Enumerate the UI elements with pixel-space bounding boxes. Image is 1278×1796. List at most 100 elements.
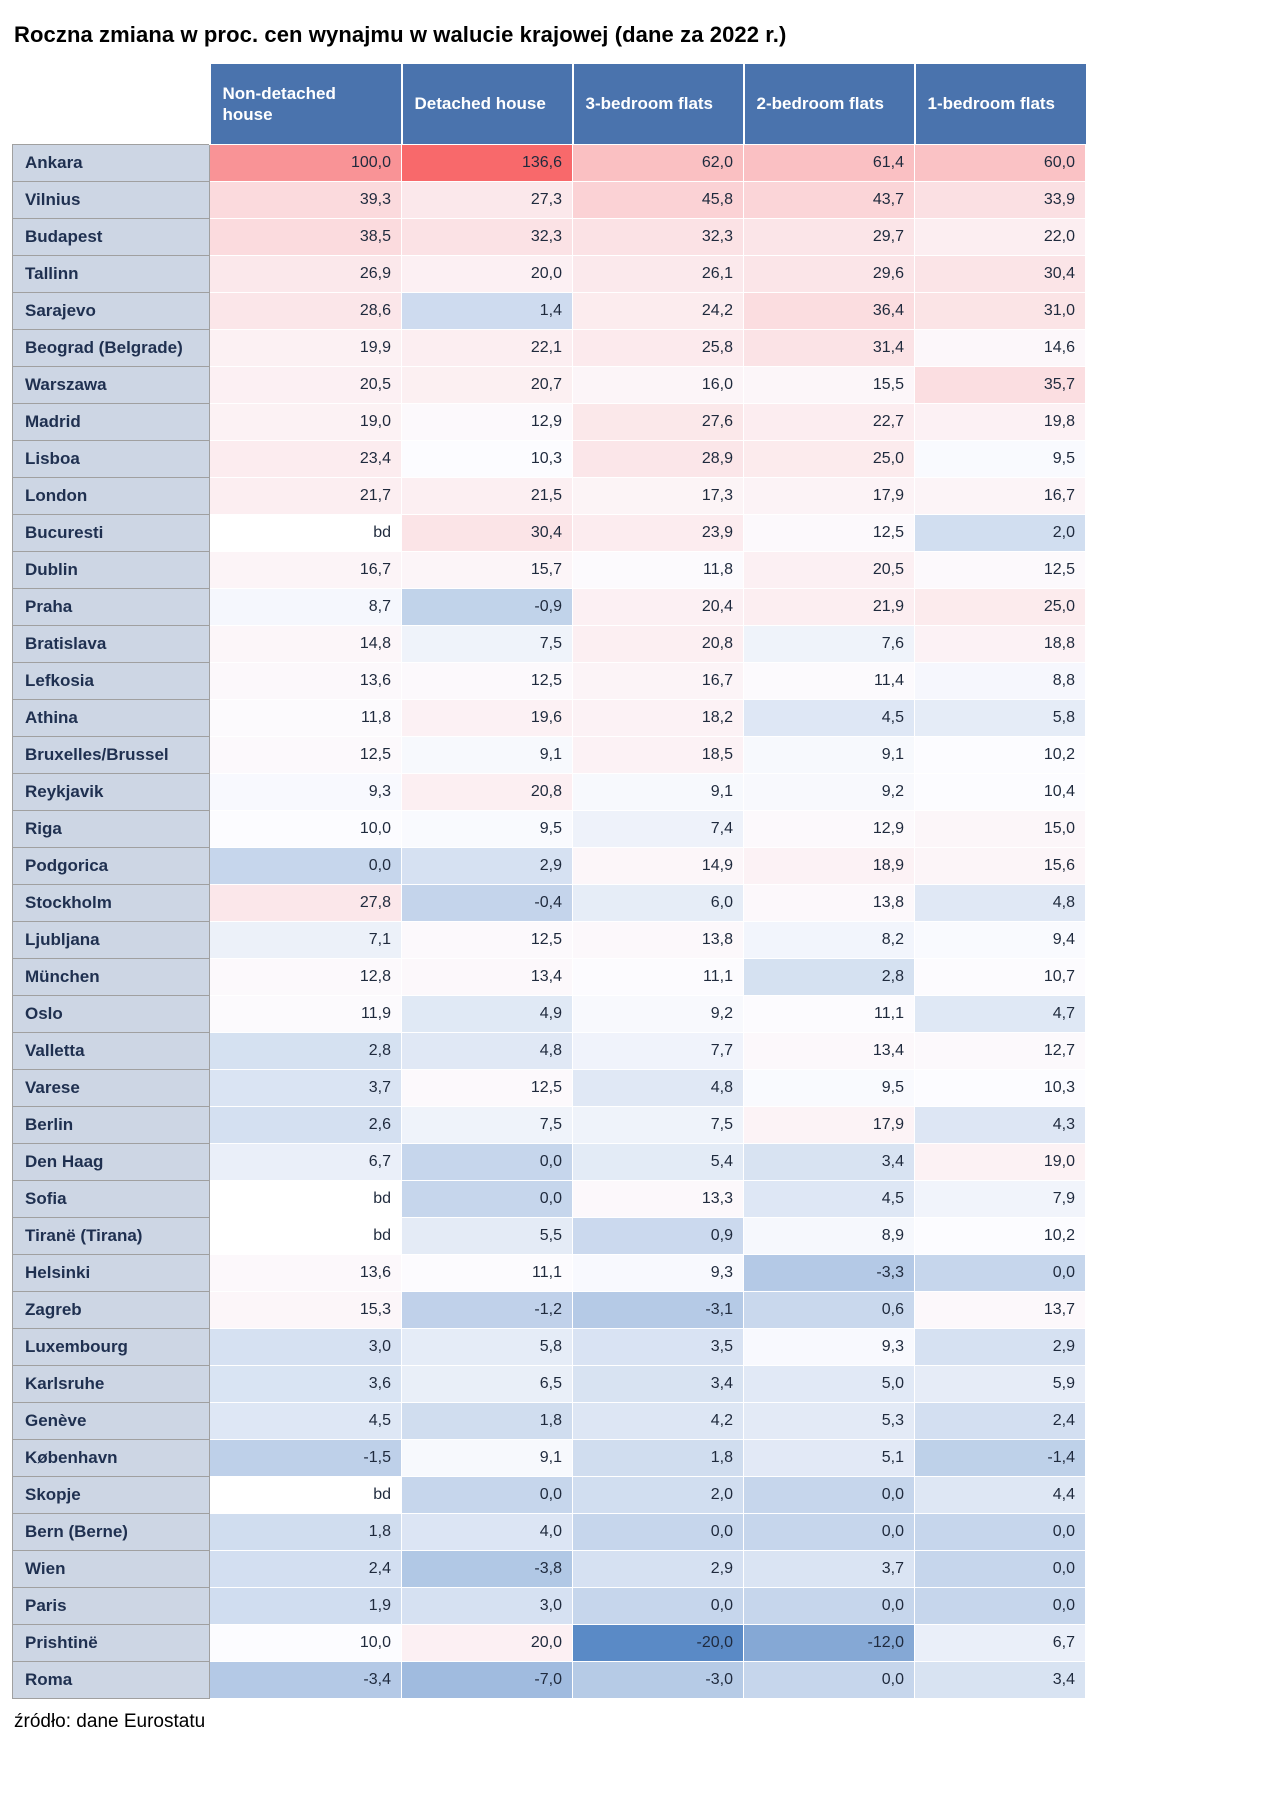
table-row: Podgorica 0,0 2,9 14,9 18,9 15,6 xyxy=(12,846,1086,885)
value-cell: 23,4 xyxy=(209,439,402,478)
city-label: Ljubljana xyxy=(12,920,210,959)
city-label: Bratislava xyxy=(12,624,210,663)
corner-cell xyxy=(12,64,210,144)
value-cell: 9,3 xyxy=(743,1327,915,1366)
value-cell: 61,4 xyxy=(743,143,915,182)
value-cell: 22,0 xyxy=(914,217,1086,256)
value-cell: -12,0 xyxy=(743,1623,915,1662)
value-cell: 20,0 xyxy=(401,1623,573,1662)
value-cell: 15,0 xyxy=(914,809,1086,848)
value-cell: 0,0 xyxy=(401,1475,573,1514)
city-label: Genève xyxy=(12,1401,210,1440)
value-cell: 25,8 xyxy=(572,328,744,367)
value-cell: 20,0 xyxy=(401,254,573,293)
value-cell: 26,9 xyxy=(209,254,402,293)
value-cell: 10,0 xyxy=(209,1623,402,1662)
value-cell: 10,2 xyxy=(914,735,1086,774)
page-title: Roczna zmiana w proc. cen wynajmu w walu… xyxy=(14,22,787,47)
value-cell: -3,0 xyxy=(572,1660,744,1699)
value-cell: 9,2 xyxy=(572,994,744,1033)
value-cell: 5,9 xyxy=(914,1364,1086,1403)
value-cell: 45,8 xyxy=(572,180,744,219)
value-cell: bd xyxy=(209,1216,402,1255)
city-label: Podgorica xyxy=(12,846,210,885)
table-row: München 12,8 13,4 11,1 2,8 10,7 xyxy=(12,957,1086,996)
table-row: Genève 4,5 1,8 4,2 5,3 2,4 xyxy=(12,1401,1086,1440)
column-header-2-bedroom: 2-bedroom flats xyxy=(742,64,915,144)
value-cell: 6,7 xyxy=(209,1142,402,1181)
value-cell: -3,3 xyxy=(743,1253,915,1292)
value-cell: 10,7 xyxy=(914,957,1086,996)
value-cell: -3,4 xyxy=(209,1660,402,1699)
table-row: Tallinn 26,9 20,0 26,1 29,6 30,4 xyxy=(12,254,1086,293)
page: Roczna zmiana w proc. cen wynajmu w walu… xyxy=(12,22,1086,1732)
table-row: Sarajevo 28,6 1,4 24,2 36,4 31,0 xyxy=(12,291,1086,330)
value-cell: 9,1 xyxy=(401,735,573,774)
value-cell: 22,1 xyxy=(401,328,573,367)
city-label: Prishtinë xyxy=(12,1623,210,1662)
value-cell: 6,7 xyxy=(914,1623,1086,1662)
value-cell: 10,3 xyxy=(914,1068,1086,1107)
value-cell: 15,3 xyxy=(209,1290,402,1329)
value-cell: 5,1 xyxy=(743,1438,915,1477)
city-label: Vilnius xyxy=(12,180,210,219)
value-cell: 8,8 xyxy=(914,661,1086,700)
value-cell: 0,0 xyxy=(743,1660,915,1699)
value-cell: 14,8 xyxy=(209,624,402,663)
table-row: Madrid 19,0 12,9 27,6 22,7 19,8 xyxy=(12,402,1086,441)
city-label: Karlsruhe xyxy=(12,1364,210,1403)
value-cell: 13,6 xyxy=(209,661,402,700)
value-cell: 6,5 xyxy=(401,1364,573,1403)
value-cell: 3,0 xyxy=(209,1327,402,1366)
table-body: Ankara 100,0 136,6 62,0 61,4 60,0 Vilnius 39,3 2… xyxy=(12,143,1086,1699)
value-cell: 0,0 xyxy=(572,1586,744,1625)
value-cell: 10,2 xyxy=(914,1216,1086,1255)
value-cell: 2,6 xyxy=(209,1105,402,1144)
table-row: Roma -3,4 -7,0 -3,0 0,0 3,4 xyxy=(12,1660,1086,1699)
value-cell: 0,0 xyxy=(572,1512,744,1551)
table-row: Bern (Berne) 1,8 4,0 0,0 0,0 0,0 xyxy=(12,1512,1086,1551)
value-cell: 15,5 xyxy=(743,365,915,404)
value-cell: bd xyxy=(209,1475,402,1514)
value-cell: 9,5 xyxy=(743,1068,915,1107)
city-label: Berlin xyxy=(12,1105,210,1144)
value-cell: 4,3 xyxy=(914,1105,1086,1144)
table-row: Bucuresti bd 30,4 23,9 12,5 2,0 xyxy=(12,513,1086,552)
value-cell: 1,8 xyxy=(209,1512,402,1551)
value-cell: 11,9 xyxy=(209,994,402,1033)
value-cell: 3,4 xyxy=(743,1142,915,1181)
value-cell: 13,4 xyxy=(743,1031,915,1070)
value-cell: 16,7 xyxy=(209,550,402,589)
value-cell: 12,7 xyxy=(914,1031,1086,1070)
value-cell: -7,0 xyxy=(401,1660,573,1699)
value-cell: 13,4 xyxy=(401,957,573,996)
value-cell: 24,2 xyxy=(572,291,744,330)
table-row: Budapest 38,5 32,3 32,3 29,7 22,0 xyxy=(12,217,1086,256)
value-cell: 9,3 xyxy=(209,772,402,811)
value-cell: 4,0 xyxy=(401,1512,573,1551)
city-label: Luxembourg xyxy=(12,1327,210,1366)
value-cell: 19,0 xyxy=(914,1142,1086,1181)
value-cell: 11,4 xyxy=(743,661,915,700)
value-cell: 0,0 xyxy=(914,1549,1086,1588)
value-cell: 0,0 xyxy=(914,1512,1086,1551)
city-label: München xyxy=(12,957,210,996)
header-row: Non-detached house Detached house 3-bedr… xyxy=(12,64,1086,144)
table-row: Reykjavik 9,3 20,8 9,1 9,2 10,4 xyxy=(12,772,1086,811)
value-cell: 10,3 xyxy=(401,439,573,478)
table-row: Bruxelles/Brussel 12,5 9,1 18,5 9,1 10,2 xyxy=(12,735,1086,774)
value-cell: 16,0 xyxy=(572,365,744,404)
value-cell: 20,7 xyxy=(401,365,573,404)
value-cell: 2,4 xyxy=(209,1549,402,1588)
value-cell: 0,0 xyxy=(743,1512,915,1551)
value-cell: 136,6 xyxy=(401,143,573,182)
value-cell: 12,5 xyxy=(401,1068,573,1107)
value-cell: 5,4 xyxy=(572,1142,744,1181)
value-cell: 7,4 xyxy=(572,809,744,848)
value-cell: 18,2 xyxy=(572,698,744,737)
value-cell: 2,9 xyxy=(572,1549,744,1588)
table-row: Den Haag 6,7 0,0 5,4 3,4 19,0 xyxy=(12,1142,1086,1181)
value-cell: 30,4 xyxy=(401,513,573,552)
value-cell: 12,8 xyxy=(209,957,402,996)
value-cell: 2,9 xyxy=(401,846,573,885)
